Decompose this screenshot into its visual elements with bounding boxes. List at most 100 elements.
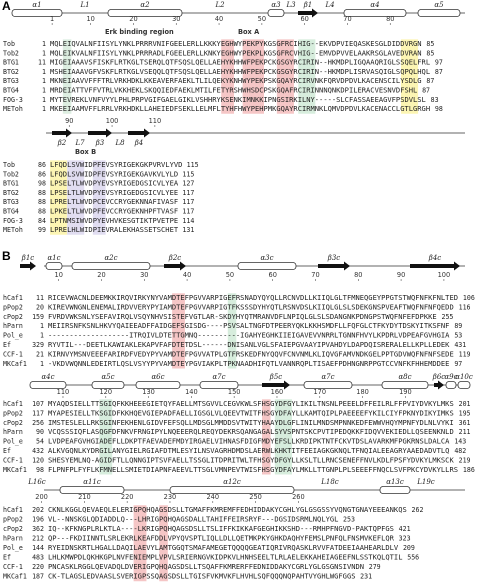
end-position: 253 bbox=[343, 516, 355, 524]
sequence: LFQDLSVWIDPFEVSYRIGEKGKPVRVLYVD bbox=[50, 160, 182, 169]
sequence-name: CCF-1 bbox=[3, 456, 23, 464]
start-position: 256 bbox=[32, 419, 44, 427]
sequence: KIRNVYMSNVEEEFARIRDFVEDYPYVAMDTEFPGVVATP… bbox=[48, 349, 454, 358]
highlight bbox=[50, 160, 68, 235]
sequence-name: BTG1 bbox=[3, 59, 19, 67]
sequence-name: FOG-3 bbox=[3, 217, 23, 225]
start-position: 362 bbox=[32, 525, 44, 533]
structure-label: α5c bbox=[101, 373, 114, 381]
end-position: 262 bbox=[412, 506, 424, 514]
start-position: 1 bbox=[42, 87, 46, 95]
structure-label: β4 bbox=[134, 139, 144, 147]
ruler-label: 240 bbox=[206, 493, 219, 501]
start-position: 144 bbox=[32, 544, 44, 552]
end-position: 114 bbox=[182, 217, 194, 225]
sequence-name: Ef bbox=[3, 341, 11, 349]
sequence: KIREVWNGNLENEMALIRDVVERYPYIAMDTEFPGVVARP… bbox=[48, 302, 454, 311]
end-position: 127 bbox=[182, 180, 194, 188]
end-position: 195 bbox=[459, 409, 471, 417]
structure-label: β1c bbox=[21, 254, 35, 262]
sequence: IMSTESLELLRKSGINFEKHENLGIDVFEFSQLLMDSGLM… bbox=[48, 418, 454, 427]
structure-label: α7c bbox=[212, 373, 225, 381]
structure-label: α2c bbox=[104, 254, 117, 262]
ruler-label: 40 bbox=[183, 271, 191, 279]
start-position: 1 bbox=[40, 322, 44, 330]
sequence: MKEEIAAMVFFLRRLVRKHDKLLAHEIEDFSEKLLELMFL… bbox=[50, 104, 430, 113]
end-position: 201 bbox=[459, 400, 471, 408]
start-position: 90 bbox=[36, 428, 44, 436]
sequence-name: BTG2 bbox=[3, 189, 19, 197]
sequence-name: hCaf1 bbox=[3, 400, 23, 408]
start-position: 212 bbox=[32, 535, 44, 543]
strand bbox=[164, 261, 186, 271]
ruler-label: 190 bbox=[399, 388, 412, 396]
sequence-name: BTG3 bbox=[3, 198, 19, 206]
structure-label: L1 bbox=[79, 1, 89, 9]
structure-label: α6c bbox=[151, 373, 164, 381]
ruler-label: 10 bbox=[55, 271, 63, 279]
ruler-label: 220 bbox=[121, 493, 134, 501]
ruler-label: 260 bbox=[292, 493, 305, 501]
sequence-name: BTG3 bbox=[3, 77, 19, 85]
sequence: CK-TLAGSLEDVAASLSVERIGPSSQAGSDSLLTGISFVK… bbox=[48, 572, 356, 581]
end-position: 219 bbox=[459, 456, 471, 464]
ruler-label: 210 bbox=[78, 493, 91, 501]
sequence-name: FOG-3 bbox=[3, 96, 23, 104]
strand bbox=[434, 380, 444, 390]
start-position: 1 bbox=[42, 96, 46, 104]
helix bbox=[29, 381, 67, 389]
end-position: 85 bbox=[426, 40, 434, 48]
annotation: Box B bbox=[75, 148, 96, 156]
end-position: 85 bbox=[426, 49, 434, 57]
end-position: 87 bbox=[422, 87, 430, 95]
ruler-label: 80 bbox=[354, 271, 362, 279]
structure-label: α10c bbox=[455, 373, 473, 381]
structure-label: α3 bbox=[271, 1, 281, 9]
sequence: SHESYEMLNQ-AGIDFTLLQNNGIPTSVFAELLTSSGLIT… bbox=[48, 455, 454, 464]
sequence-name: Tob2 bbox=[3, 49, 19, 57]
highlight bbox=[274, 399, 292, 475]
start-position: 1 bbox=[42, 49, 46, 57]
start-position: 98 bbox=[38, 180, 46, 188]
structure-label: β3 bbox=[95, 139, 105, 147]
highlight bbox=[159, 505, 168, 582]
annotation: Box A bbox=[238, 28, 260, 36]
ruler-label: 170 bbox=[313, 388, 326, 396]
structure-label: β3c bbox=[327, 254, 341, 262]
start-position: 483 bbox=[32, 554, 44, 562]
sequence: FLPNFPLFYFLKFMNELLSMIETDIAPNFAEEVLTTSGLV… bbox=[48, 465, 458, 474]
ruler-label: 50 bbox=[226, 271, 234, 279]
start-position: 88 bbox=[38, 208, 46, 216]
ruler-label: 10 bbox=[86, 15, 94, 23]
strand bbox=[128, 128, 150, 138]
end-position: 131 bbox=[182, 226, 194, 234]
ruler-label: 200 bbox=[35, 493, 48, 501]
start-position: 329 bbox=[32, 341, 44, 349]
sequence-name: Tob bbox=[3, 40, 15, 48]
highlight bbox=[133, 505, 147, 582]
structure-label: α7c bbox=[321, 373, 334, 381]
start-position: 54 bbox=[36, 438, 44, 446]
end-position: 117 bbox=[182, 208, 194, 216]
sequence-name: Pol_e bbox=[3, 438, 23, 446]
sequence: QP---FKDIINNTLSRLEKRLKEAFDDLVPYQVSPTLIQL… bbox=[48, 534, 395, 543]
sequence: CKNLKGGLQEVAEQLELERIGPQHQAGSDSLLTGMAFFKM… bbox=[48, 505, 407, 514]
start-position: 1 bbox=[42, 77, 46, 85]
sequence-name: METoh bbox=[3, 226, 23, 234]
highlight bbox=[99, 399, 113, 475]
structure-label: L16c bbox=[27, 478, 46, 486]
sequence-name: pPop2 bbox=[3, 303, 23, 311]
start-position: 120 bbox=[32, 456, 44, 464]
helix bbox=[381, 381, 429, 389]
panel-label: B bbox=[2, 249, 11, 263]
sequence: LPRELTLWVDPCEVCCRYGEKNNAFIVASF bbox=[50, 197, 178, 206]
end-position: 97 bbox=[454, 360, 462, 368]
highlight bbox=[227, 293, 237, 369]
structure-label: β6c bbox=[432, 373, 446, 381]
sequence: MRDEIATTVFFVTRLVKKHEKLSKQQIEDFAEKLMTILFE… bbox=[50, 86, 417, 95]
sequence-name: BTG2 bbox=[3, 68, 19, 76]
highlight bbox=[276, 39, 294, 114]
structure-label: L7 bbox=[74, 139, 85, 147]
start-position: 1 bbox=[42, 40, 46, 48]
